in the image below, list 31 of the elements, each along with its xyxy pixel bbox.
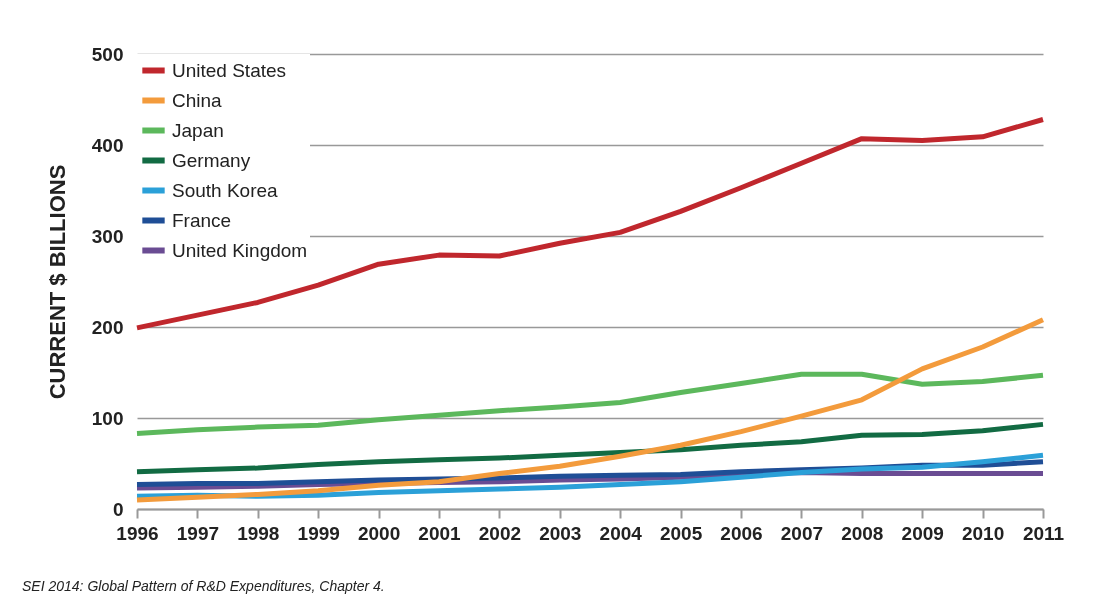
x-tick-label: 2000 — [357, 522, 401, 544]
x-tick-label: 2003 — [539, 522, 582, 544]
legend-label: France — [172, 209, 232, 231]
text: SEI 2014: Global Pattern of R&D Expenditures, Chapter 4. — [22, 578, 385, 594]
legend-label: China — [172, 89, 223, 111]
y-tick-label: 500 — [91, 43, 124, 65]
x-tick-label: 1997 — [176, 522, 220, 544]
x-tick-label: 2005 — [659, 522, 703, 544]
legend-label: United States — [172, 59, 287, 81]
x-tick-label: 2007 — [780, 522, 824, 544]
legend-label: Japan — [172, 119, 224, 141]
y-tick-label: 300 — [91, 225, 124, 247]
x-tick-label: 2002 — [478, 522, 522, 544]
y-tick-label: 100 — [91, 407, 124, 429]
x-tick-label: 1996 — [116, 522, 159, 544]
x-tick-label: 1998 — [237, 522, 280, 544]
y-tick-label: 400 — [91, 134, 124, 156]
x-tick-label: 2009 — [901, 522, 944, 544]
y-tick-label: 0 — [112, 498, 124, 520]
x-tick-label: 1999 — [297, 522, 340, 544]
legend-label: South Korea — [172, 179, 279, 201]
x-tick-label: 2006 — [720, 522, 763, 544]
x-tick-label: 2008 — [841, 522, 884, 544]
legend-label: United Kingdom — [172, 239, 308, 261]
y-axis-title: CURRENT $ BILLIONS — [44, 164, 70, 400]
legend-label: Germany — [172, 149, 251, 171]
x-tick-label: 2001 — [418, 522, 462, 544]
y-tick-label: 200 — [91, 316, 124, 338]
x-tick-label: 2011 — [1022, 522, 1065, 544]
x-tick-label: 2010 — [961, 522, 1005, 544]
x-tick-label: 2004 — [599, 522, 643, 544]
